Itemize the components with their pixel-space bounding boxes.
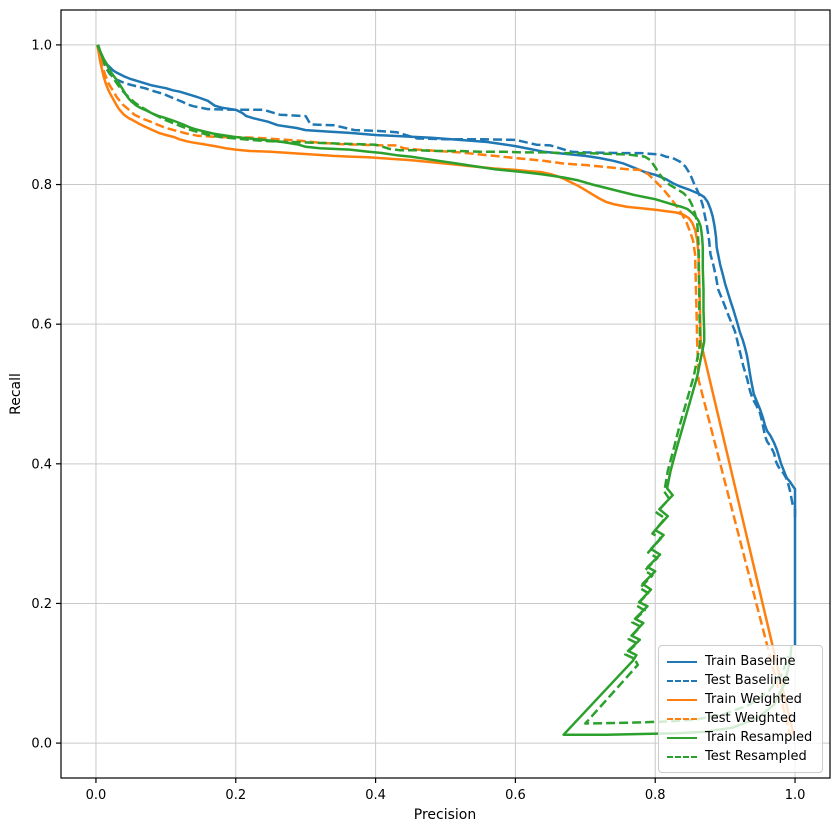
legend-entry-train-baseline: Train Baseline [667, 653, 814, 670]
legend-label: Test Resampled [705, 749, 807, 764]
legend-label: Train Weighted [705, 692, 802, 707]
legend-label: Test Baseline [705, 673, 790, 688]
y-tick-label: 1.0 [31, 38, 52, 53]
y-tick-label: 0.6 [31, 318, 52, 333]
curve-train-resampled [96, 44, 793, 736]
legend: Train Baseline Test Baseline Train Weigh… [658, 645, 823, 773]
x-tick-label: 0.0 [86, 788, 107, 803]
test-resampled-line-swatch [667, 755, 697, 758]
legend-label: Train Baseline [705, 654, 796, 669]
legend-entry-test-weighted: Test Weighted [667, 710, 814, 727]
train-weighted-line-swatch [667, 698, 697, 701]
legend-entry-test-baseline: Test Baseline [667, 672, 814, 689]
legend-entry-train-resampled: Train Resampled [667, 729, 814, 746]
y-axis-label: Recall [8, 373, 24, 415]
x-tick-label: 0.4 [365, 788, 386, 803]
y-tick-label: 0.8 [31, 178, 52, 193]
legend-label: Train Resampled [705, 730, 813, 745]
curve-test-weighted [96, 44, 793, 740]
x-tick-label: 1.0 [785, 788, 806, 803]
legend-entry-train-weighted: Train Weighted [667, 691, 814, 708]
legend-entry-test-resampled: Test Resampled [667, 748, 814, 765]
train-baseline-line-swatch [667, 660, 697, 663]
curve-train-weighted [96, 44, 795, 735]
curve-test-resampled [96, 44, 790, 725]
y-tick-label: 0.4 [31, 457, 52, 472]
y-tick-label: 0.0 [31, 737, 52, 752]
x-tick-label: 0.6 [505, 788, 526, 803]
x-tick-label: 0.2 [225, 788, 246, 803]
train-resampled-line-swatch [667, 736, 697, 739]
test-baseline-line-swatch [667, 679, 697, 682]
x-tick-label: 0.8 [645, 788, 666, 803]
curve-train-baseline [96, 44, 797, 646]
x-axis-label: Precision [413, 807, 477, 823]
plot-frame [60, 9, 831, 779]
test-weighted-line-swatch [667, 717, 697, 720]
legend-label: Test Weighted [705, 711, 797, 726]
y-tick-label: 0.2 [31, 597, 52, 612]
curve-test-baseline [96, 44, 797, 520]
